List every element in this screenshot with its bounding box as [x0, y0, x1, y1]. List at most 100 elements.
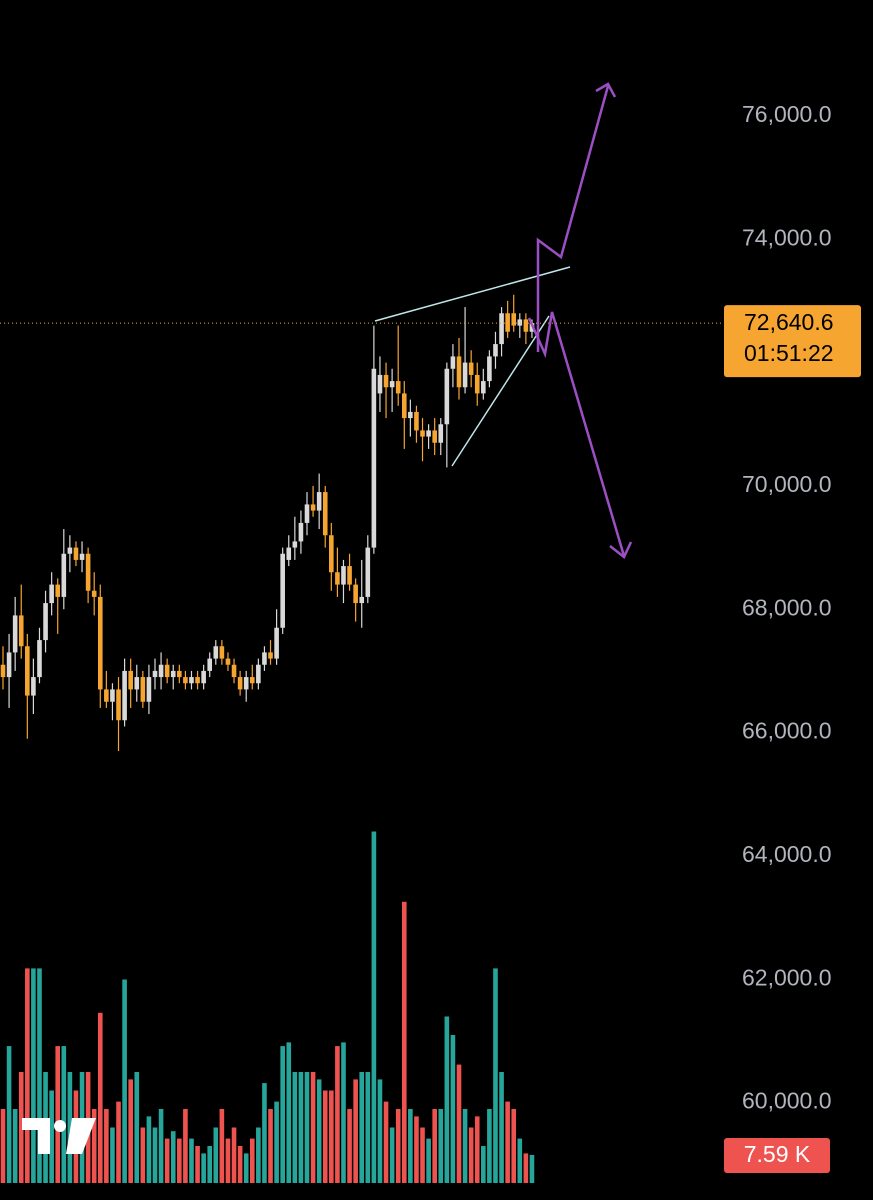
candle-body: [341, 566, 346, 585]
candle-body: [335, 572, 340, 585]
candle-body: [152, 670, 158, 678]
candle-body: [365, 547, 371, 597]
candle-body: [359, 596, 365, 604]
volume-bar: [420, 1127, 425, 1183]
candle-body: [104, 689, 109, 702]
candle-body: [286, 547, 292, 560]
candle-body: [347, 566, 352, 585]
volume-bar: [152, 1127, 158, 1183]
volume-bar: [195, 1146, 200, 1183]
candle-body: [353, 584, 358, 604]
candle-body: [505, 313, 510, 332]
y-tick-label: 68,000.0: [742, 594, 832, 620]
volume-bar: [128, 1079, 133, 1183]
volume-bar: [365, 1072, 371, 1183]
candle-body: [329, 535, 334, 573]
volume-bar: [329, 1090, 334, 1183]
candle-body: [49, 584, 54, 604]
volume-bar: [511, 1109, 517, 1183]
candle-body: [225, 658, 231, 665]
volume-bar: [432, 1109, 437, 1183]
drawings: [374, 82, 633, 559]
candle-body: [116, 689, 121, 721]
volume-bar: [505, 1101, 510, 1183]
volume-bar: [468, 1127, 474, 1183]
volume-label: 7.59 K: [744, 1141, 811, 1167]
candle-body: [493, 344, 498, 357]
candle-body: [25, 646, 30, 696]
volume-bar: [474, 1116, 480, 1183]
volume-bar: [286, 1042, 292, 1183]
volume-bar: [213, 1127, 219, 1183]
candle-body: [243, 677, 249, 690]
volume-bar: [146, 1116, 152, 1183]
volume-bar: [104, 1109, 109, 1183]
volume-bar: [97, 1012, 103, 1183]
countdown: 01:51:22: [744, 340, 834, 366]
candle-body: [110, 689, 115, 702]
volume-bar: [298, 1072, 304, 1183]
candle-body: [481, 381, 486, 394]
volume-bar: [383, 1101, 389, 1183]
logo-part: [66, 1118, 96, 1154]
volume-bar: [116, 1101, 121, 1183]
y-tick-label: 60,000.0: [742, 1088, 832, 1114]
candle-body: [249, 677, 255, 684]
volume-bar: [414, 1116, 419, 1183]
candle-body: [61, 553, 67, 597]
candle-body: [256, 664, 261, 684]
volume-bar: [322, 1090, 328, 1183]
candle-body: [371, 368, 377, 548]
volume-bar: [231, 1127, 237, 1183]
volume-bar: [523, 1153, 529, 1183]
volume-bar: [529, 1154, 535, 1183]
candle-body: [177, 670, 182, 678]
candle-body: [420, 430, 425, 437]
volume-bar: [31, 968, 36, 1183]
volume-bar: [225, 1138, 231, 1183]
volume-bar: [493, 968, 498, 1183]
candle-body: [237, 677, 243, 690]
candle-body: [195, 677, 200, 684]
volume-bar: [401, 901, 407, 1183]
current-price-label: 72,640.6: [744, 309, 834, 335]
volume-bar: [201, 1153, 206, 1183]
candle-body: [213, 646, 219, 659]
volume-bar: [426, 1138, 431, 1183]
volume-bar: [395, 1109, 401, 1183]
candle-body: [316, 492, 322, 511]
volume-bar: [25, 968, 30, 1183]
y-tick-label: 74,000.0: [742, 224, 832, 250]
volume-bar: [450, 1035, 456, 1183]
volume-bar: [61, 1046, 67, 1183]
volume-bar: [189, 1138, 194, 1183]
candle-body: [170, 670, 176, 678]
volume-bar: [280, 1046, 285, 1183]
candle-body: [499, 313, 504, 345]
volume-bar: [389, 1127, 395, 1183]
volume-bar: [444, 1016, 450, 1183]
candle-body: [450, 356, 456, 369]
volume-bar: [262, 1083, 267, 1183]
y-tick-label: 70,000.0: [742, 471, 832, 497]
y-tick-label: 64,000.0: [742, 841, 832, 867]
candle-body: [389, 381, 395, 388]
logo-part: [38, 1118, 50, 1154]
volume-bar: [341, 1042, 346, 1183]
candle-body: [97, 596, 103, 690]
y-tick-label: 76,000.0: [742, 101, 832, 127]
volume-bar: [499, 1072, 504, 1183]
candle-body: [43, 603, 48, 641]
volume-bar: [249, 1138, 255, 1183]
candle-body: [474, 374, 480, 394]
candle-body: [189, 677, 194, 684]
volume-bar: [274, 1101, 279, 1183]
candle-body: [128, 670, 133, 690]
candle-body: [304, 504, 310, 523]
candle-body: [140, 677, 146, 702]
volume-bar: [243, 1153, 249, 1183]
volume-bar: [67, 1072, 73, 1183]
candle-body: [12, 615, 18, 653]
candle-body: [231, 664, 237, 678]
